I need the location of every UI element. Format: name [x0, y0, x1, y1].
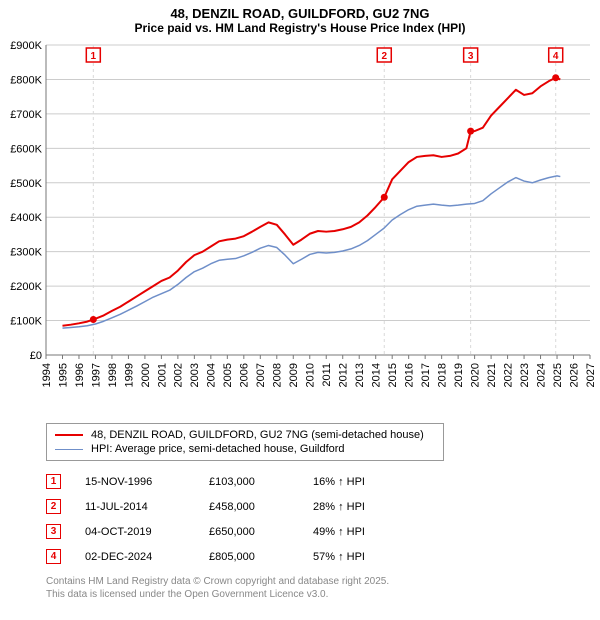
svg-text:2019: 2019 — [453, 363, 465, 387]
title-line1: 48, DENZIL ROAD, GUILDFORD, GU2 7NG — [0, 6, 600, 21]
legend-row: 48, DENZIL ROAD, GUILDFORD, GU2 7NG (sem… — [55, 428, 435, 442]
svg-text:2027: 2027 — [585, 363, 597, 387]
svg-text:1999: 1999 — [123, 363, 135, 387]
sales-row: 1 15-NOV-1996 £103,000 16% ↑ HPI — [46, 469, 586, 494]
svg-text:£100K: £100K — [10, 316, 42, 328]
svg-text:£800K: £800K — [10, 74, 42, 86]
svg-text:£0: £0 — [30, 350, 42, 362]
svg-text:£600K: £600K — [10, 143, 42, 155]
legend-label: 48, DENZIL ROAD, GUILDFORD, GU2 7NG (sem… — [91, 429, 424, 441]
legend-label: HPI: Average price, semi-detached house,… — [91, 443, 345, 455]
sale-price: £458,000 — [209, 501, 289, 513]
svg-text:£300K: £300K — [10, 247, 42, 259]
svg-text:2001: 2001 — [156, 363, 168, 387]
sale-date: 11-JUL-2014 — [85, 501, 185, 513]
svg-text:2026: 2026 — [568, 363, 580, 387]
svg-text:2008: 2008 — [272, 363, 284, 387]
svg-text:2016: 2016 — [404, 363, 416, 387]
sale-pct: 28% ↑ HPI — [313, 501, 413, 513]
footnote-line2: This data is licensed under the Open Gov… — [46, 588, 586, 601]
svg-text:1996: 1996 — [74, 363, 86, 387]
svg-text:2007: 2007 — [255, 363, 267, 387]
svg-text:1995: 1995 — [57, 363, 69, 387]
svg-text:2023: 2023 — [519, 363, 531, 387]
sale-marker: 1 — [46, 474, 61, 489]
svg-text:2014: 2014 — [371, 363, 383, 387]
legend-swatch — [55, 449, 83, 450]
sale-price: £805,000 — [209, 551, 289, 563]
svg-text:£900K: £900K — [10, 40, 42, 52]
legend: 48, DENZIL ROAD, GUILDFORD, GU2 7NG (sem… — [46, 423, 444, 461]
sales-row: 3 04-OCT-2019 £650,000 49% ↑ HPI — [46, 519, 586, 544]
chart-container: 48, DENZIL ROAD, GUILDFORD, GU2 7NG Pric… — [0, 0, 600, 601]
svg-text:1994: 1994 — [41, 363, 53, 387]
svg-text:2017: 2017 — [420, 363, 432, 387]
sales-row: 4 02-DEC-2024 £805,000 57% ↑ HPI — [46, 544, 586, 569]
svg-text:2000: 2000 — [140, 363, 152, 387]
sale-date: 04-OCT-2019 — [85, 526, 185, 538]
sale-pct: 49% ↑ HPI — [313, 526, 413, 538]
svg-text:2015: 2015 — [387, 363, 399, 387]
svg-text:£400K: £400K — [10, 212, 42, 224]
sale-marker: 3 — [46, 524, 61, 539]
svg-text:2022: 2022 — [502, 363, 514, 387]
chart-svg: £0 £100K £200K £300K £400K £500K £600K £700K £80… — [0, 37, 600, 417]
legend-swatch — [55, 434, 83, 436]
svg-text:2018: 2018 — [436, 363, 448, 387]
sales-row: 2 11-JUL-2014 £458,000 28% ↑ HPI — [46, 494, 586, 519]
svg-text:1: 1 — [91, 51, 97, 62]
svg-text:2009: 2009 — [288, 363, 300, 387]
svg-text:2021: 2021 — [486, 363, 498, 387]
sale-date: 15-NOV-1996 — [85, 476, 185, 488]
svg-text:2011: 2011 — [321, 363, 333, 387]
sale-date: 02-DEC-2024 — [85, 551, 185, 563]
svg-text:2024: 2024 — [535, 363, 547, 387]
svg-text:3: 3 — [468, 51, 474, 62]
svg-text:£700K: £700K — [10, 109, 42, 121]
sale-pct: 57% ↑ HPI — [313, 551, 413, 563]
title-line2: Price paid vs. HM Land Registry's House … — [0, 21, 600, 35]
svg-text:2002: 2002 — [173, 363, 185, 387]
sale-marker: 2 — [46, 499, 61, 514]
svg-text:2003: 2003 — [189, 363, 201, 387]
svg-text:£500K: £500K — [10, 178, 42, 190]
svg-text:2006: 2006 — [239, 363, 251, 387]
svg-text:1998: 1998 — [107, 363, 119, 387]
footnote-line1: Contains HM Land Registry data © Crown c… — [46, 575, 586, 588]
sale-price: £103,000 — [209, 476, 289, 488]
footnote: Contains HM Land Registry data © Crown c… — [46, 575, 586, 601]
chart-area: £0 £100K £200K £300K £400K £500K £600K £700K £80… — [0, 37, 600, 417]
svg-text:2005: 2005 — [222, 363, 234, 387]
svg-text:2020: 2020 — [469, 363, 481, 387]
sale-marker: 4 — [46, 549, 61, 564]
title-block: 48, DENZIL ROAD, GUILDFORD, GU2 7NG Pric… — [0, 0, 600, 37]
svg-text:4: 4 — [553, 51, 559, 62]
sales-table: 1 15-NOV-1996 £103,000 16% ↑ HPI 2 11-JUL-201… — [46, 469, 586, 569]
svg-text:2010: 2010 — [305, 363, 317, 387]
svg-text:1997: 1997 — [90, 363, 102, 387]
svg-text:2012: 2012 — [338, 363, 350, 387]
svg-text:2004: 2004 — [206, 363, 218, 387]
sale-pct: 16% ↑ HPI — [313, 476, 413, 488]
svg-text:2025: 2025 — [552, 363, 564, 387]
svg-text:2: 2 — [381, 51, 387, 62]
legend-row: HPI: Average price, semi-detached house,… — [55, 442, 435, 456]
svg-text:2013: 2013 — [354, 363, 366, 387]
svg-text:£200K: £200K — [10, 281, 42, 293]
sale-price: £650,000 — [209, 526, 289, 538]
